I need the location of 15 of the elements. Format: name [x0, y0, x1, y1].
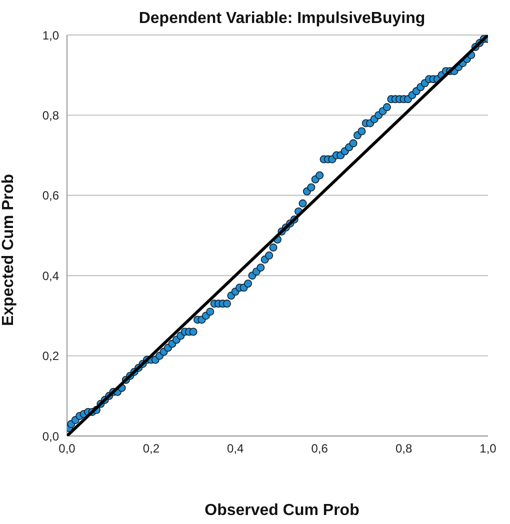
y-tick-label: 0,6	[42, 188, 60, 203]
x-tick-label: 0,2	[142, 442, 160, 456]
y-axis-title: Expected Cum Prob	[0, 172, 18, 328]
y-tick-label: 0,0	[42, 429, 60, 444]
x-axis-title: Observed Cum Prob	[204, 502, 360, 520]
x-tick-label: 0,4	[227, 442, 244, 456]
x-tick-label: 0,0	[58, 442, 76, 456]
y-tick-label: 0,4	[42, 268, 60, 283]
x-tick-label: 0,8	[395, 442, 412, 456]
y-tick-label: 0,2	[42, 349, 60, 364]
x-tick-label: 0,6	[311, 442, 328, 456]
x-tick-label: 1,0	[480, 442, 497, 456]
chart-title: Dependent Variable: ImpulsiveBuying	[138, 10, 426, 28]
y-tick-label: 0,8	[42, 108, 60, 122]
y-tick-label: 1,0	[42, 28, 60, 42]
